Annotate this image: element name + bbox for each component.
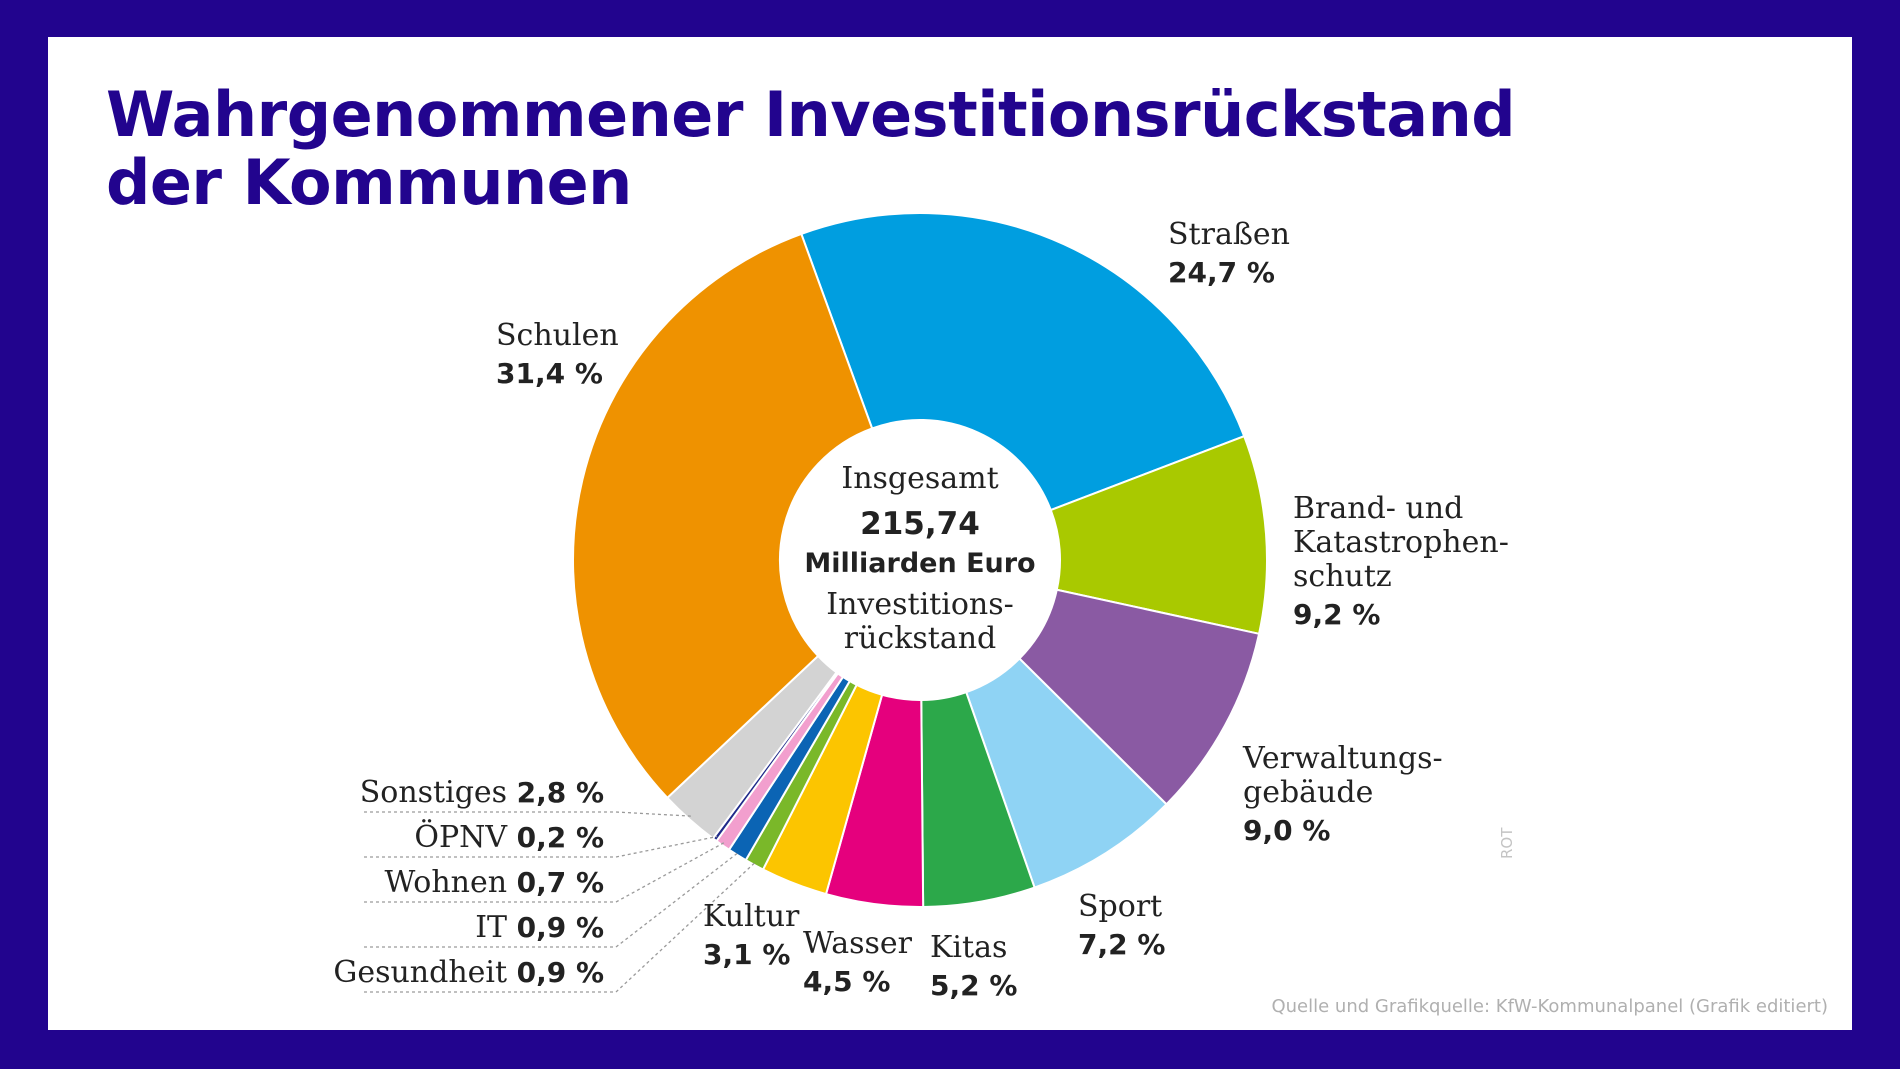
label-verwaltung-name-1: Verwaltungs- [1242,741,1443,776]
label-strassen-name-1: Straßen [1168,217,1290,252]
label-sonstiges-name: Sonstiges [360,775,517,810]
label-kultur-value: 3,1 % [703,938,790,971]
label-oepnv: ÖPNV 0,2 % [414,819,604,855]
label-wasser-value: 4,5 % [803,965,890,998]
label-gesundheit: Gesundheit 0,9 % [333,955,604,990]
label-gesundheit-name: Gesundheit [333,955,516,990]
label-verwaltung-name-2: gebäude [1243,775,1373,810]
label-sport-value: 7,2 % [1078,928,1165,961]
label-brand-name-3: schutz [1293,559,1392,594]
label-sonstiges: Sonstiges 2,8 % [360,775,604,810]
label-it-value: 0,9 % [517,911,604,944]
label-schulen-value: 31,4 % [496,357,603,390]
label-sport-name-1: Sport [1078,889,1162,924]
label-sonstiges-value: 2,8 % [517,776,604,809]
donut-slices [572,212,1268,908]
center-line-1: Insgesamt [841,461,998,496]
label-wohnen-value: 0,7 % [517,866,604,899]
label-schulen-name-1: Schulen [496,318,619,353]
label-gesundheit-value: 0,9 % [517,956,604,989]
center-line-3: Investitions- [826,587,1014,622]
slice-labels: Straßen 24,7 % Brand- undKatastrophen-schu… [333,217,1508,1002]
source-credit: Quelle und Grafikquelle: KfW-Kommunalpan… [1271,996,1828,1017]
leader-sonstiges [364,811,692,817]
label-kitas-name-1: Kitas [930,930,1007,965]
label-oepnv-name: ÖPNV [414,819,516,855]
label-brand-name-2: Katastrophen- [1293,525,1509,560]
label-wohnen: Wohnen 0,7 % [384,865,604,900]
title-line-1: Wahrgenommener Investitionsrückstand [106,78,1516,151]
label-oepnv-value: 0,2 % [517,821,604,854]
center-total: 215,74 [860,506,980,542]
center-unit: Milliarden Euro [804,548,1035,579]
leader-oepnv [364,835,718,858]
label-kultur-name-1: Kultur [703,899,800,934]
label-brand-value: 9,2 % [1293,598,1380,631]
label-it: IT 0,9 % [475,910,604,945]
label-wohnen-name: Wohnen [384,865,516,900]
leader-wohnen [364,841,726,903]
label-verwaltung-value: 9,0 % [1243,814,1330,847]
label-brand-name-1: Brand- und [1293,491,1463,526]
leader-lines [364,811,757,993]
title-line-2: der Kommunen [106,146,632,219]
leader-gesundheit [364,860,757,993]
label-kitas-value: 5,2 % [930,969,1017,1002]
leader-it [364,851,740,948]
label-it-name: IT [475,910,516,945]
center-line-4: rückstand [844,621,997,656]
page-title: Wahrgenommener Investitionsrückstand der… [106,78,1516,219]
label-wasser-name-1: Wasser [803,926,913,961]
donut-center: Insgesamt 215,74 Milliarden Euro Investi… [780,420,1060,700]
donut-hole [780,420,1060,700]
label-strassen-value: 24,7 % [1168,256,1275,289]
